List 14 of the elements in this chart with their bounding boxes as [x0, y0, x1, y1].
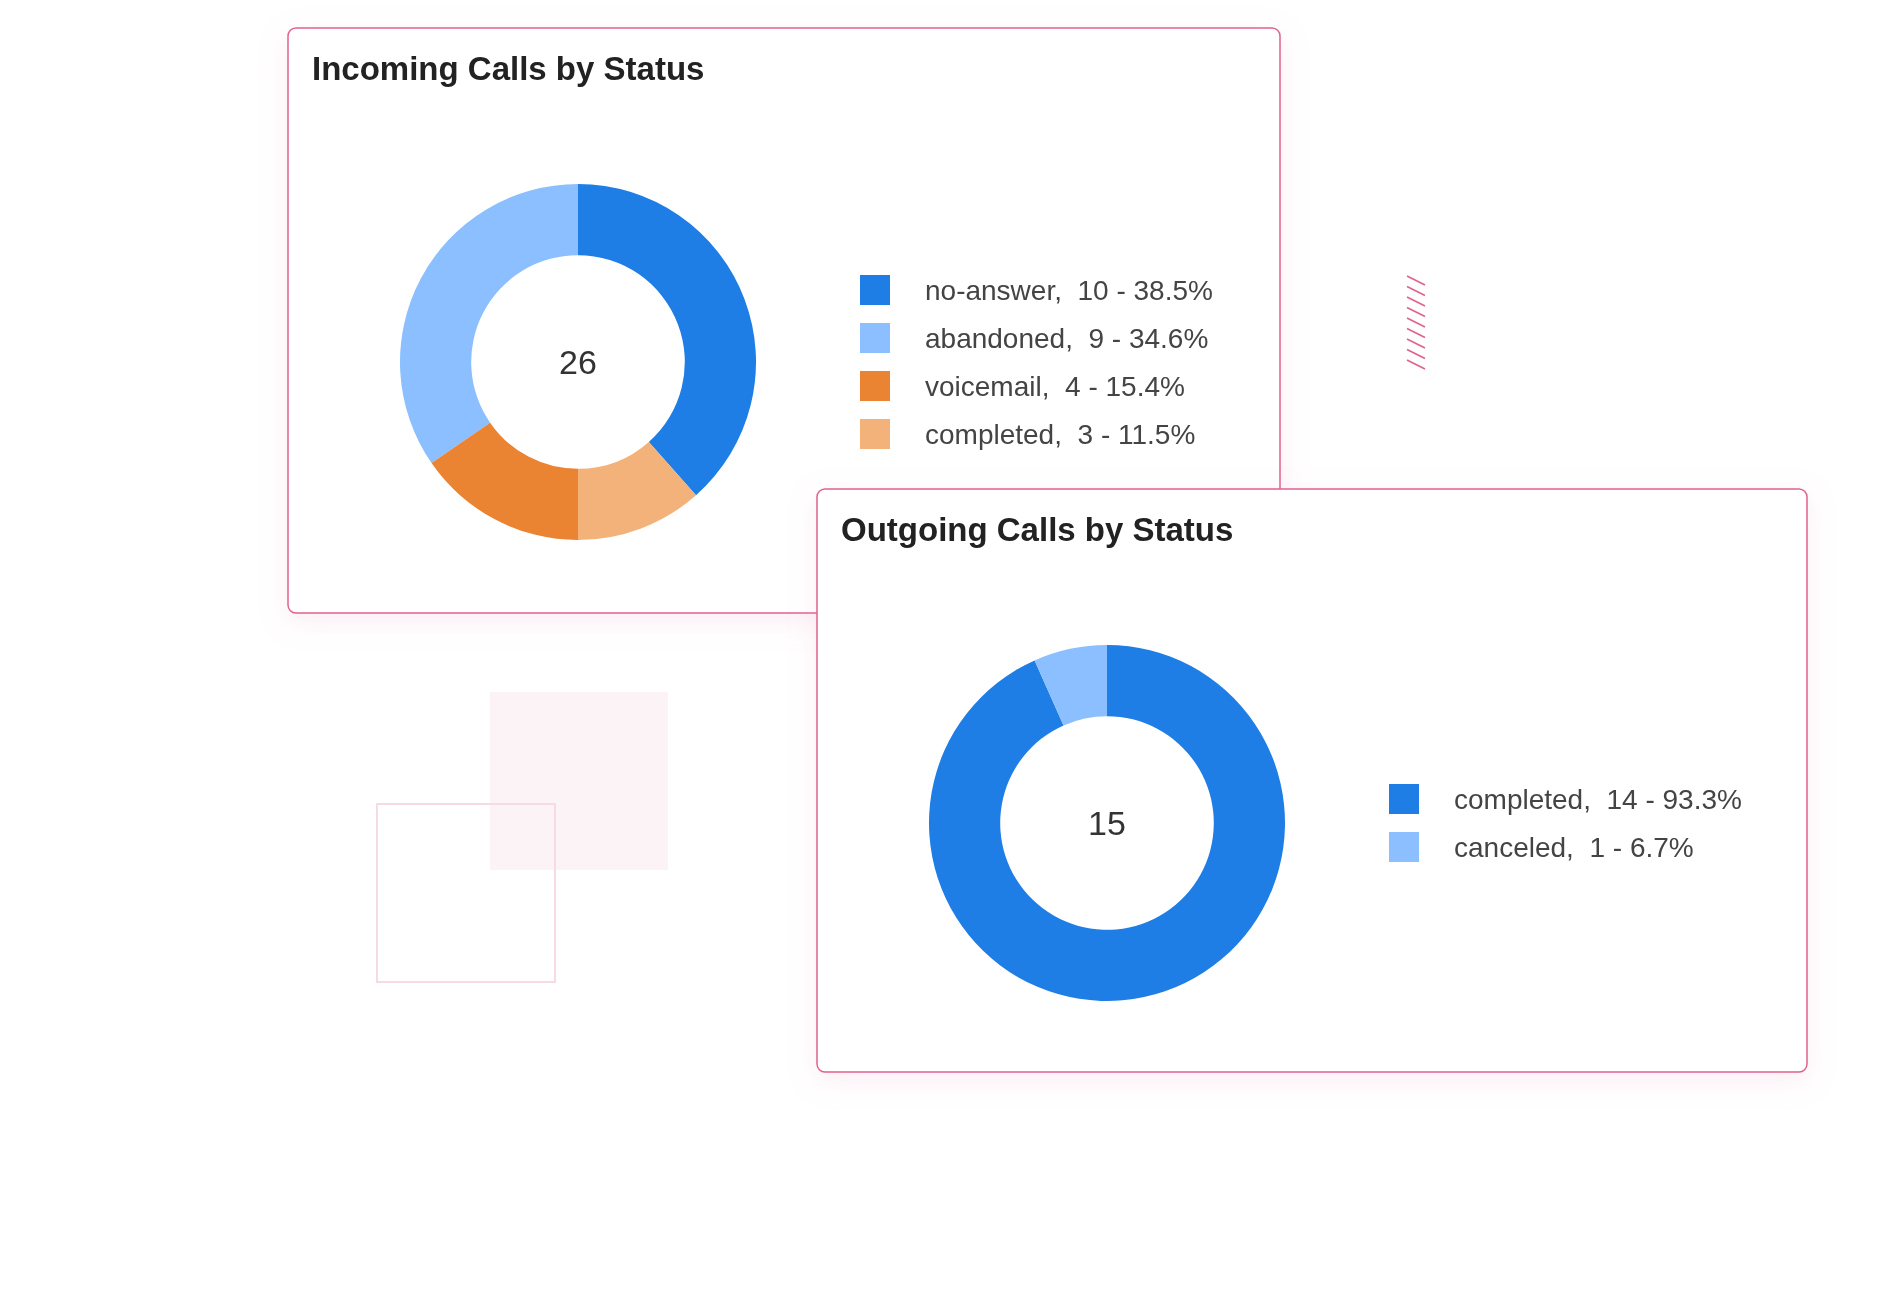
- text: 15: [1088, 804, 1126, 842]
- donut-slice: [1034, 645, 1107, 726]
- donut-slice: [578, 441, 697, 540]
- donut-slice: [431, 422, 578, 540]
- legend-label: abandoned, 9 - 34.6%: [925, 323, 1209, 354]
- chart-title: Incoming Calls by Status: [312, 50, 705, 87]
- legend-label: completed, 3 - 11.5%: [925, 419, 1196, 450]
- legend-label: no-answer, 10 - 38.5%: [925, 275, 1213, 306]
- legend-label: completed, 14 - 93.3%: [1454, 784, 1742, 815]
- legend-label: voicemail, 4 - 15.4%: [925, 371, 1185, 402]
- text: 26: [559, 343, 597, 381]
- chart-title: Outgoing Calls by Status: [841, 511, 1234, 548]
- legend-label: canceled, 1 - 6.7%: [1454, 832, 1694, 863]
- donut-slice: [929, 645, 1285, 1001]
